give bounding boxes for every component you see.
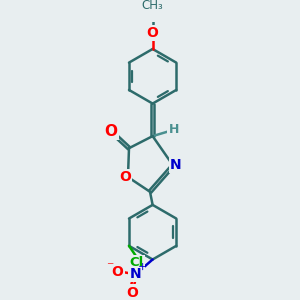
Text: N: N [170,158,182,172]
Text: Cl: Cl [130,256,144,269]
Text: O: O [119,170,131,184]
Text: H: H [168,123,179,136]
Text: +: + [138,262,147,272]
Text: O: O [147,26,159,40]
Text: O: O [105,124,118,139]
Text: ⁻: ⁻ [106,260,114,274]
Text: CH₃: CH₃ [142,0,164,12]
Text: N: N [130,267,141,281]
Text: O: O [112,265,123,279]
Text: O: O [126,286,138,300]
